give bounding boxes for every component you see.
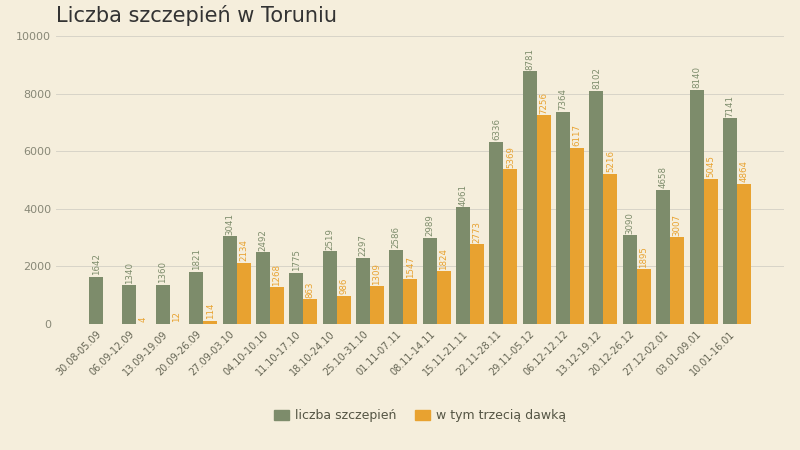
Text: 7256: 7256 <box>539 92 548 113</box>
Text: 7141: 7141 <box>726 95 734 117</box>
Text: 1547: 1547 <box>406 256 415 278</box>
Bar <box>670 238 684 324</box>
Text: 3090: 3090 <box>626 212 634 234</box>
Text: 2297: 2297 <box>358 234 367 256</box>
Bar <box>456 207 470 324</box>
Text: 1309: 1309 <box>373 263 382 285</box>
Bar <box>237 262 250 324</box>
Bar <box>703 179 718 324</box>
Text: 4658: 4658 <box>658 166 668 189</box>
Text: 3007: 3007 <box>673 214 682 236</box>
Bar <box>570 148 584 324</box>
Text: 5045: 5045 <box>706 155 715 177</box>
Bar <box>537 115 550 324</box>
Bar <box>256 252 270 324</box>
Bar <box>270 288 284 324</box>
Text: 1340: 1340 <box>125 262 134 284</box>
Text: Liczba szczepień w Toruniu: Liczba szczepień w Toruniu <box>56 5 337 26</box>
Text: 4: 4 <box>139 317 148 323</box>
Bar <box>503 169 518 324</box>
Bar <box>403 279 418 324</box>
Bar <box>522 71 537 324</box>
Bar <box>337 296 350 324</box>
Text: 2492: 2492 <box>258 229 267 251</box>
Bar <box>290 273 303 324</box>
Bar <box>156 285 170 324</box>
Text: 5369: 5369 <box>506 146 515 168</box>
Text: 2773: 2773 <box>473 220 482 243</box>
Text: 1360: 1360 <box>158 261 167 284</box>
Bar <box>556 112 570 324</box>
Bar <box>590 90 603 324</box>
Bar <box>189 271 203 324</box>
Bar <box>690 90 703 324</box>
Text: 12: 12 <box>172 311 182 322</box>
Text: 5216: 5216 <box>606 150 615 172</box>
Bar <box>737 184 751 324</box>
Text: 986: 986 <box>339 278 348 294</box>
Bar <box>303 299 318 324</box>
Bar <box>490 141 503 324</box>
Text: 1642: 1642 <box>91 253 101 275</box>
Text: 2586: 2586 <box>392 226 401 248</box>
Text: 2134: 2134 <box>239 239 248 261</box>
Bar <box>603 174 618 324</box>
Bar <box>437 271 450 324</box>
Bar <box>656 190 670 324</box>
Bar <box>422 238 437 324</box>
Text: 1268: 1268 <box>272 264 282 286</box>
Text: 2519: 2519 <box>325 228 334 250</box>
Bar <box>89 277 103 324</box>
Text: 2989: 2989 <box>425 215 434 237</box>
Text: 7364: 7364 <box>558 89 568 111</box>
Bar <box>322 252 337 324</box>
Text: 4061: 4061 <box>458 184 467 206</box>
Bar <box>637 270 651 324</box>
Text: 6336: 6336 <box>492 118 501 140</box>
Text: 114: 114 <box>206 303 214 320</box>
Text: 8140: 8140 <box>692 66 701 88</box>
Bar <box>390 249 403 324</box>
Bar <box>370 286 384 324</box>
Text: 8781: 8781 <box>526 48 534 70</box>
Text: 6117: 6117 <box>573 124 582 146</box>
Text: 3041: 3041 <box>225 213 234 235</box>
Text: 863: 863 <box>306 281 314 298</box>
Text: 1775: 1775 <box>292 249 301 271</box>
Text: 1895: 1895 <box>639 246 648 268</box>
Text: 8102: 8102 <box>592 67 601 89</box>
Bar <box>203 321 217 324</box>
Text: 4864: 4864 <box>739 161 749 183</box>
Bar <box>470 244 484 324</box>
Text: 1824: 1824 <box>439 248 448 270</box>
Legend: liczba szczepień, w tym trzecią dawką: liczba szczepień, w tym trzecią dawką <box>269 404 571 427</box>
Text: 1821: 1821 <box>192 248 201 270</box>
Bar <box>356 258 370 324</box>
Bar <box>623 235 637 324</box>
Bar <box>122 285 137 324</box>
Bar <box>723 118 737 324</box>
Bar <box>222 236 237 324</box>
